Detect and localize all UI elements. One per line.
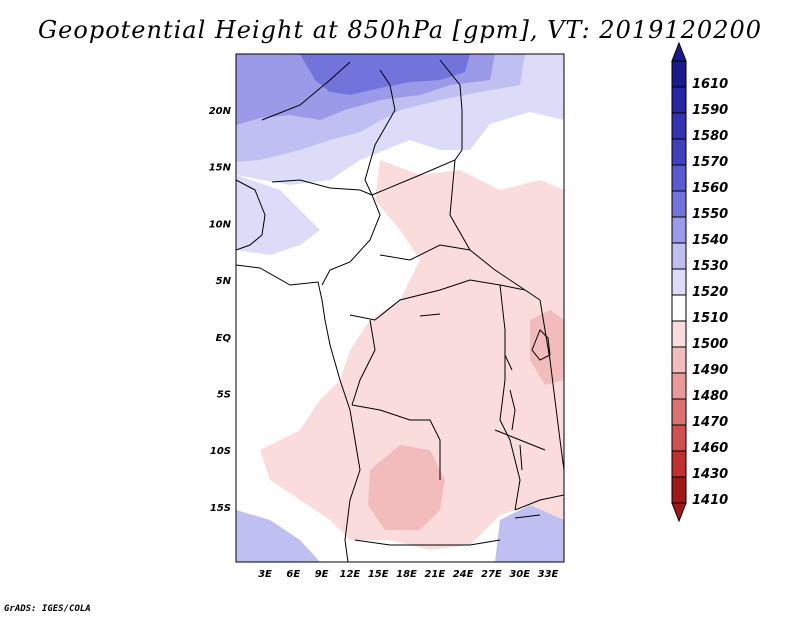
lat-tick-label: 5N	[216, 276, 232, 287]
lon-tick-label: 15E	[368, 569, 389, 580]
colorbar-bottom-arrow	[671, 502, 687, 523]
colorbar-label: 1530	[692, 259, 728, 274]
colorbar-label: 1520	[692, 285, 728, 300]
colorbar-label: 1540	[692, 233, 728, 248]
lat-tick-label: 15N	[209, 163, 232, 174]
colorbar-swatch	[671, 450, 687, 478]
lon-tick-label: 33E	[538, 569, 559, 580]
colorbar-swatch	[671, 164, 687, 192]
colorbar-swatch	[671, 268, 687, 296]
map-frame	[235, 53, 565, 563]
lat-tick-label: 15S	[210, 503, 231, 514]
lon-tick-label: 6E	[286, 569, 300, 580]
colorbar-swatch	[671, 190, 687, 218]
colorbar-label: 1510	[692, 311, 728, 326]
colorbar-label: 1610	[692, 77, 728, 92]
lat-tick-label: 5S	[217, 390, 231, 401]
colorbar-label: 1500	[692, 337, 728, 352]
colorbar-label: 1590	[692, 103, 728, 118]
lon-tick-label: 21E	[424, 569, 445, 580]
colorbar-swatch	[671, 86, 687, 114]
height-fill-1550	[300, 54, 470, 95]
lat-tick-label: 20N	[209, 106, 232, 117]
country-borders	[236, 59, 564, 562]
colorbar-swatch	[671, 320, 687, 348]
colorbar-label: 1480	[692, 389, 728, 404]
colorbar-label: 1580	[692, 129, 728, 144]
height-fill-1490-rift	[530, 310, 564, 385]
map-panel	[236, 54, 564, 562]
colorbar-swatch	[671, 294, 687, 322]
colorbar-label: 1570	[692, 155, 728, 170]
lon-tick-label: 30E	[509, 569, 530, 580]
colorbar-swatch	[671, 242, 687, 270]
height-fill-1500-central	[260, 160, 564, 550]
lakes	[419, 313, 551, 519]
colorbar-label: 1560	[692, 181, 728, 196]
colorbar-swatch	[671, 346, 687, 374]
colorbar-label: 1490	[692, 363, 728, 378]
lon-tick-label: 9E	[315, 569, 329, 580]
height-fill-1530-se	[495, 505, 564, 562]
colorbar: 1610 1590 1580 1570 1560 1550 1540 1530 1520 1510…	[671, 41, 728, 523]
lat-tick-label: 10N	[209, 219, 232, 230]
lon-tick-label: 27E	[481, 569, 502, 580]
lon-tick-label: 12E	[340, 569, 361, 580]
colorbar-label: 1410	[692, 493, 728, 508]
colorbar-label: 1430	[692, 467, 728, 482]
colorbar-top-arrow	[671, 41, 687, 62]
lon-tick-label: 3E	[258, 569, 272, 580]
longitude-axis: 3E 6E 9E 12E 15E 18E 21E 24E 27E 30E 33E	[258, 569, 558, 580]
colorbar-label: 1460	[692, 441, 728, 456]
latitude-axis: 20N 15N 10N 5N EQ 5S 10S 15S	[209, 106, 232, 514]
colorbar-label: 1550	[692, 207, 728, 222]
map-title: Geopotential Height at 850hPa [gpm], VT:…	[38, 16, 762, 44]
lon-tick-label: 18E	[396, 569, 417, 580]
height-fill-1530-sw	[236, 510, 320, 562]
lat-tick-label: EQ	[216, 333, 232, 344]
colorbar-swatch	[671, 216, 687, 244]
height-fill-1490-angola	[368, 445, 445, 530]
lat-tick-label: 10S	[210, 446, 231, 457]
colorbar-swatch	[671, 372, 687, 400]
colorbar-swatch	[671, 60, 687, 88]
colorbar-swatch	[671, 398, 687, 426]
colorbar-swatch	[671, 138, 687, 166]
colorbar-swatch	[671, 424, 687, 452]
colorbar-label: 1470	[692, 415, 728, 430]
colorbar-swatch	[671, 112, 687, 140]
lon-tick-label: 24E	[453, 569, 474, 580]
colorbar-swatch	[671, 476, 687, 504]
grads-credit: GrADS: IGES/COLA	[4, 604, 91, 614]
